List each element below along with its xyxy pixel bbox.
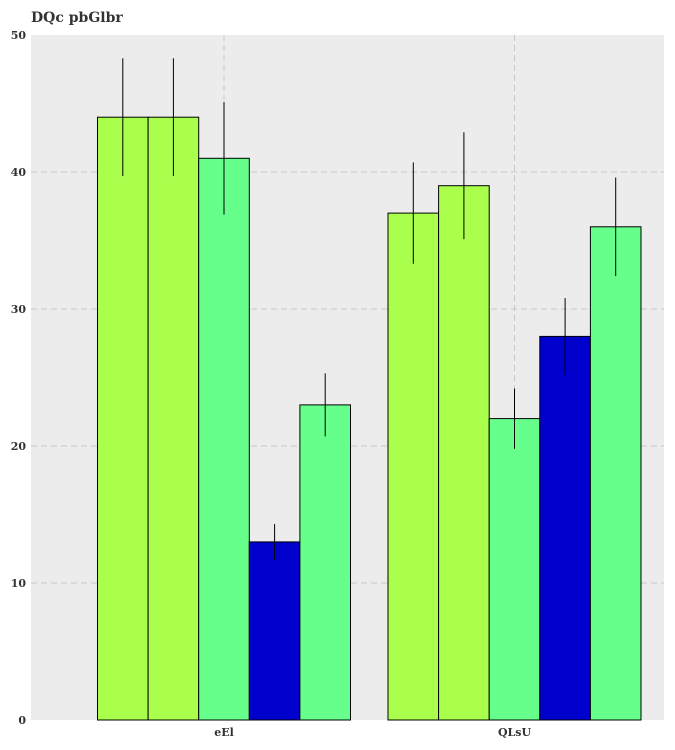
y-tick-label: 20 bbox=[11, 440, 27, 453]
bar bbox=[488, 418, 541, 721]
y-tick-label: 50 bbox=[11, 29, 27, 42]
chart-title: DQc pbGlbr bbox=[31, 10, 123, 26]
x-tick-label: eEl bbox=[214, 726, 234, 739]
error-bars bbox=[122, 58, 617, 560]
y-axis: 0 10 20 30 40 50 bbox=[11, 29, 27, 727]
x-tick-label: QLsU bbox=[498, 726, 532, 739]
bar bbox=[589, 226, 642, 721]
y-tick-label: 10 bbox=[11, 577, 27, 590]
bar bbox=[97, 116, 149, 721]
bar bbox=[539, 335, 591, 721]
bar bbox=[438, 185, 490, 721]
y-tick-label: 30 bbox=[11, 303, 27, 316]
x-axis: eEl QLsU bbox=[214, 726, 531, 739]
bars bbox=[97, 116, 642, 721]
bar bbox=[248, 541, 301, 721]
bar bbox=[387, 212, 440, 721]
y-tick-label: 0 bbox=[18, 714, 26, 727]
bar bbox=[299, 404, 351, 721]
bar bbox=[198, 157, 250, 721]
y-tick-label: 40 bbox=[11, 166, 27, 179]
bar bbox=[147, 116, 200, 721]
